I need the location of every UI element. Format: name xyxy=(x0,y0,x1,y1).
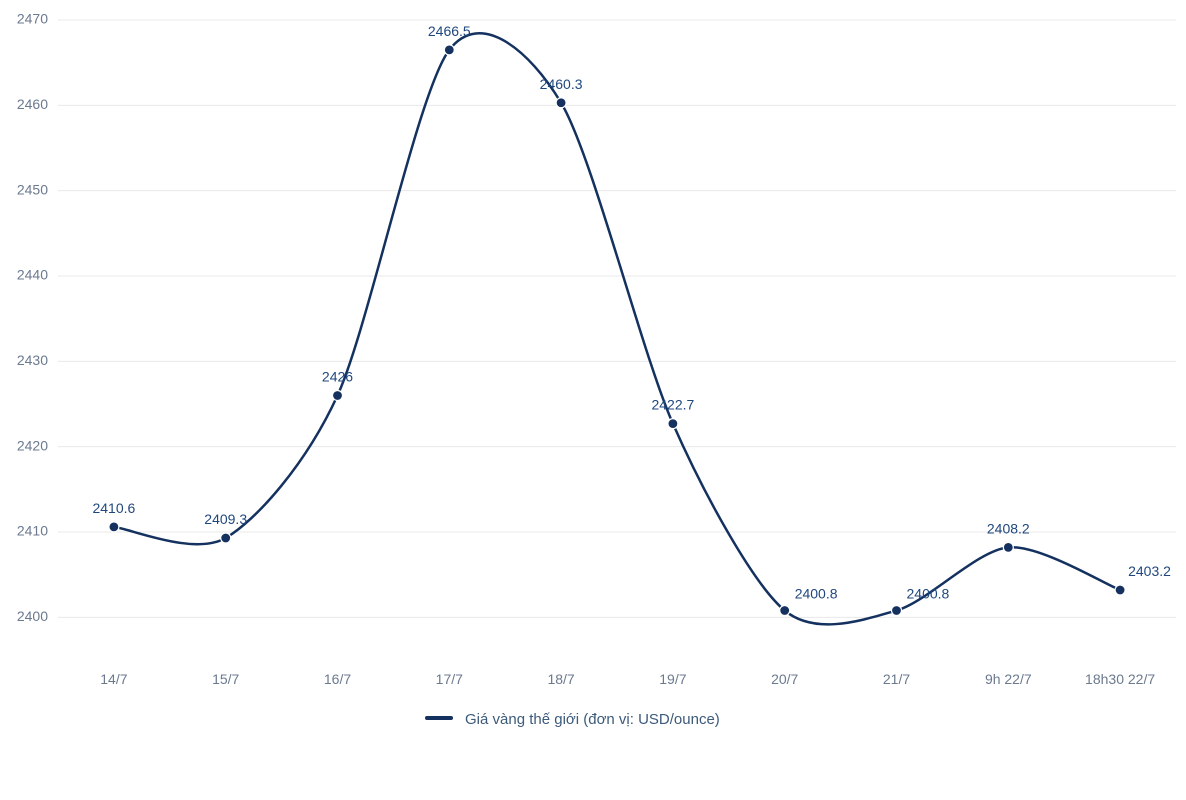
y-tick-label: 2420 xyxy=(17,437,48,453)
legend-swatch xyxy=(425,716,453,720)
data-label: 2426 xyxy=(322,368,353,384)
data-label: 2403.2 xyxy=(1128,563,1171,579)
chart-svg: 2400 2410 2420 2430 2440 2450 2460 2470 14/7 15/7… xyxy=(0,0,1186,800)
data-label: 2422.7 xyxy=(651,397,694,413)
data-point xyxy=(1003,542,1013,552)
data-point xyxy=(780,606,790,616)
x-tick-label: 20/7 xyxy=(771,671,798,687)
data-point xyxy=(444,45,454,55)
x-tick-label: 15/7 xyxy=(212,671,239,687)
data-label: 2410.6 xyxy=(92,500,135,516)
data-label: 2400.8 xyxy=(795,586,838,602)
y-tick-label: 2400 xyxy=(17,608,48,624)
y-tick-label: 2410 xyxy=(17,523,48,539)
data-point xyxy=(333,390,343,400)
legend: Giá vàng thế giới (đơn vị: USD/ounce) xyxy=(425,711,720,728)
x-tick-label: 18/7 xyxy=(547,671,574,687)
data-point xyxy=(556,98,566,108)
data-point xyxy=(109,522,119,532)
data-point xyxy=(668,419,678,429)
data-point xyxy=(1115,585,1125,595)
x-tick-label: 19/7 xyxy=(659,671,686,687)
gold-price-chart: 2400 2410 2420 2430 2440 2450 2460 2470 14/7 15/7… xyxy=(0,0,1186,800)
x-tick-label: 18h30 22/7 xyxy=(1085,671,1155,687)
y-tick-label: 2430 xyxy=(17,352,48,368)
data-point xyxy=(221,533,231,543)
data-label: 2466.5 xyxy=(428,23,471,39)
legend-label: Giá vàng thế giới (đơn vị: USD/ounce) xyxy=(465,711,720,728)
x-tick-label: 21/7 xyxy=(883,671,910,687)
y-tick-label: 2470 xyxy=(17,11,48,27)
data-label: 2460.3 xyxy=(540,76,583,92)
data-label: 2408.2 xyxy=(987,520,1030,536)
data-label: 2400.8 xyxy=(907,586,950,602)
y-tick-label: 2450 xyxy=(17,181,48,197)
x-tick-label: 14/7 xyxy=(100,671,127,687)
data-label: 2409.3 xyxy=(204,511,247,527)
x-tick-label: 17/7 xyxy=(436,671,463,687)
y-tick-label: 2460 xyxy=(17,96,48,112)
x-tick-label: 9h 22/7 xyxy=(985,671,1032,687)
y-tick-label: 2440 xyxy=(17,267,48,283)
data-point xyxy=(892,606,902,616)
x-tick-label: 16/7 xyxy=(324,671,351,687)
